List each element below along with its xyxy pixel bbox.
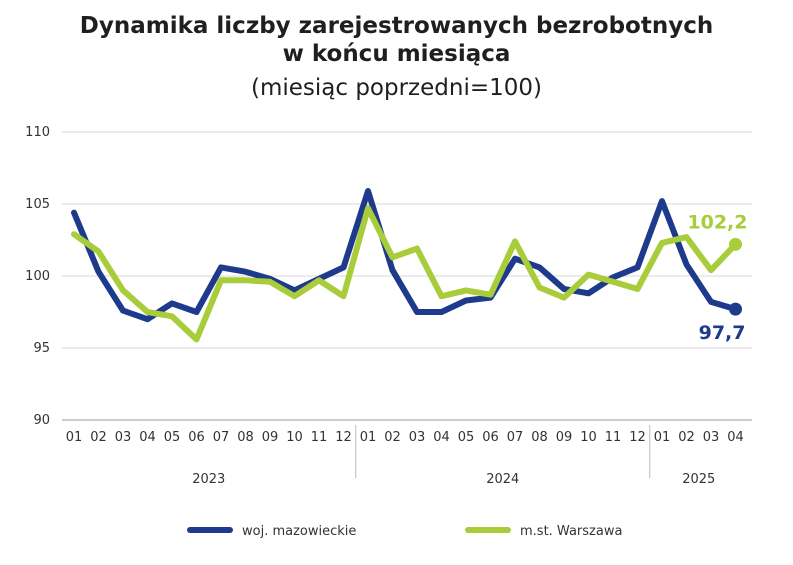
x-tick-label: 04	[139, 430, 156, 445]
y-tick-label: 95	[33, 341, 50, 356]
x-tick-label: 10	[286, 430, 303, 445]
legend-label: woj. mazowieckie	[242, 524, 356, 539]
series-line-mazowieckie	[71, 188, 739, 323]
x-tick-label: 10	[580, 430, 597, 445]
x-tick-label: 02	[384, 430, 401, 445]
x-tick-label: 02	[90, 430, 107, 445]
x-tick-label: 04	[433, 430, 450, 445]
x-tick-label: 01	[66, 430, 83, 445]
x-tick-label: 03	[115, 430, 132, 445]
x-tick-label: 03	[409, 430, 426, 445]
x-tick-label: 01	[360, 430, 377, 445]
y-tick-label: 90	[33, 413, 50, 428]
series-line-warszawa	[71, 205, 739, 343]
x-tick-label: 08	[531, 430, 548, 445]
x-tick-label: 12	[629, 430, 646, 445]
x-tick-label: 12	[335, 430, 352, 445]
x-tick-label: 04	[727, 430, 744, 445]
y-tick-label: 110	[25, 125, 50, 140]
end-label-mazowieckie: 97,7	[699, 322, 746, 344]
chart-title: Dynamika liczby zarejestrowanych bezrobo…	[79, 13, 714, 39]
x-tick-label: 06	[188, 430, 205, 445]
year-label: 2024	[486, 472, 519, 487]
x-tick-label: 09	[556, 430, 573, 445]
end-point-warszawa	[729, 237, 742, 251]
chart-title-line2: w końcu miesiąca	[282, 41, 511, 67]
x-tick-label: 05	[164, 430, 181, 445]
end-point-mazowieckie	[729, 302, 742, 316]
x-tick-label: 11	[311, 430, 328, 445]
x-tick-label: 05	[458, 430, 475, 445]
year-label: 2025	[682, 472, 715, 487]
y-tick-label: 105	[25, 197, 50, 212]
x-tick-label: 09	[262, 430, 279, 445]
x-tick-label: 06	[482, 430, 499, 445]
year-label: 2023	[192, 472, 225, 487]
x-tick-label: 07	[507, 430, 524, 445]
x-tick-label: 01	[654, 430, 671, 445]
x-tick-label: 02	[678, 430, 695, 445]
x-tick-label: 08	[237, 430, 254, 445]
x-tick-label: 03	[703, 430, 720, 445]
chart-subtitle: (miesiąc poprzedni=100)	[250, 75, 542, 101]
x-tick-label: 11	[605, 430, 622, 445]
end-label-warszawa: 102,2	[687, 211, 747, 233]
legend-label: m.st. Warszawa	[520, 524, 622, 539]
y-tick-label: 100	[25, 269, 50, 284]
x-tick-label: 07	[213, 430, 230, 445]
